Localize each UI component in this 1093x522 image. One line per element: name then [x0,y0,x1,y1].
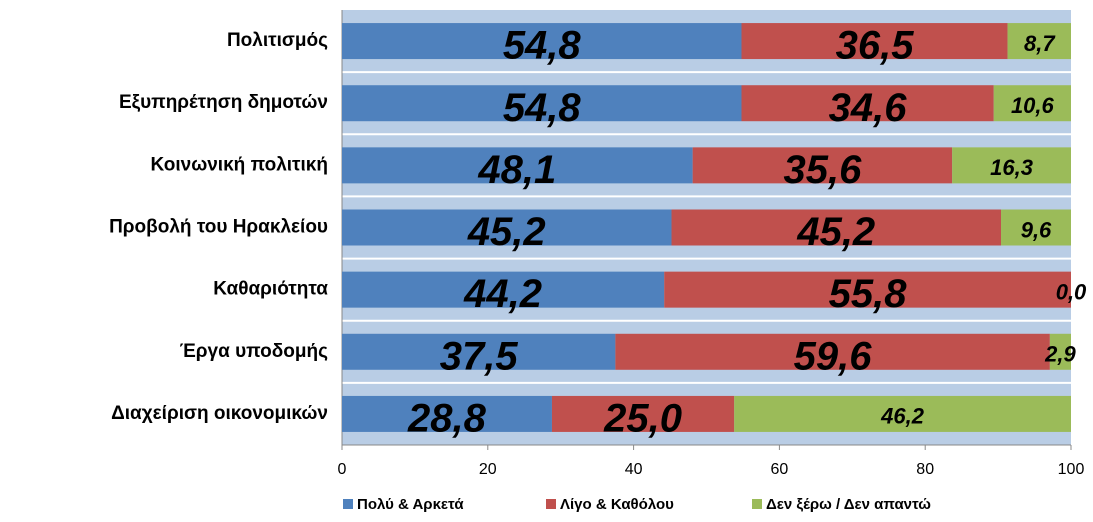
bar-segment [342,23,742,60]
data-label: 48,1 [477,148,556,192]
x-tick-label: 100 [1058,461,1085,478]
x-tick-label: 60 [771,461,789,478]
data-label: 45,2 [796,210,875,254]
bar-segment [734,395,1071,432]
legend-swatch [752,499,762,509]
bar-segment [342,147,693,184]
bar-segment [1049,333,1071,370]
bar-segment [741,85,994,122]
x-tick-label: 80 [916,461,934,478]
bar-segment [615,333,1050,370]
legend-label: Δεν ξέρω / Δεν απαντώ [766,496,931,513]
data-label: 16,3 [990,155,1033,180]
legend-swatch [343,499,353,509]
bar-segment [1001,209,1071,246]
legend-label: Λίγο & Καθόλου [560,496,674,513]
data-label: 10,6 [1011,93,1055,118]
data-label: 36,5 [836,24,915,68]
bar-segment [692,147,953,184]
bar-segment [664,271,1071,308]
data-label: 8,7 [1024,31,1056,56]
data-label: 46,2 [880,404,925,429]
category-label: Εξυπηρέτηση δημοτών [119,92,328,113]
data-label: 2,9 [1044,342,1076,367]
x-tick-label: 0 [338,461,347,478]
legend-label: Πολύ & Αρκετά [357,496,464,513]
bar-segment [342,333,616,370]
data-label: 37,5 [440,334,519,378]
category-label: Κοινωνική πολιτική [150,154,328,175]
bar-segment [342,209,672,246]
category-label: Διαχείριση οικονομικών [111,403,328,424]
x-tick-label: 40 [625,461,643,478]
data-label: 55,8 [829,272,908,316]
bar-segment [1007,23,1071,60]
bar-segment [993,85,1071,122]
data-label: 9,6 [1021,217,1052,242]
data-label: 44,2 [463,272,542,316]
data-label: 34,6 [829,86,908,130]
bar-segment [952,147,1071,184]
bar-segment [342,395,552,432]
x-tick-label: 20 [479,461,497,478]
data-label: 54,8 [503,86,582,130]
bar-segment [342,85,742,122]
bar-segment [551,395,735,432]
category-label: Πολιτισμός [227,30,328,51]
bar-segment [342,271,665,308]
data-label: 54,8 [503,24,582,68]
category-label: Έργα υποδομής [180,341,329,362]
category-label: Καθαριότητα [213,279,328,300]
bar-segment [671,209,1002,246]
category-label: Προβολή του Ηρακλείου [109,217,328,238]
data-label: 0,0 [1056,279,1087,304]
data-label: 59,6 [794,334,873,378]
legend-swatch [546,499,556,509]
data-label: 45,2 [467,210,546,254]
data-label: 35,6 [783,148,862,192]
bar-segment [741,23,1008,60]
data-label: 25,0 [603,396,682,440]
data-label: 28,8 [407,396,487,440]
